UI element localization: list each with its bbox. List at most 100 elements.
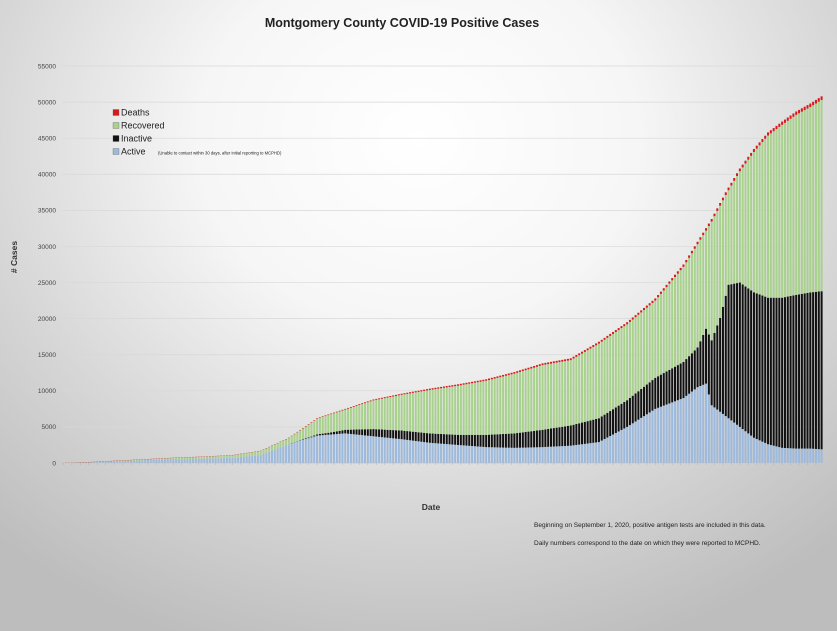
bar-inactive-86: [304, 438, 307, 440]
bar-inactive-258: [789, 295, 792, 449]
bar-recovered-143: [465, 384, 468, 435]
bar-deaths-149: [482, 379, 485, 382]
bar-recovered-185: [583, 351, 586, 422]
bar-active-122: [406, 439, 409, 463]
bar-deaths-106: [361, 403, 364, 405]
bar-active-98: [338, 433, 341, 463]
bar-active-156: [502, 447, 505, 463]
bar-active-46: [192, 458, 195, 463]
bar-recovered-36: [163, 458, 166, 460]
bar-recovered-41: [177, 457, 180, 460]
bar-active-144: [468, 445, 471, 463]
bar-deaths-118: [394, 394, 398, 396]
bar-active-260: [795, 448, 798, 463]
bar-active-66: [248, 456, 251, 463]
bar-deaths-210: [654, 298, 657, 301]
bar-recovered-44: [186, 457, 189, 460]
bar-deaths-183: [578, 353, 581, 356]
bar-deaths-227: [702, 232, 705, 236]
bar-recovered-17: [110, 460, 113, 462]
bar-deaths-230: [710, 219, 713, 222]
bar-recovered-240: [738, 171, 741, 283]
bar-recovered-219: [679, 270, 682, 364]
bar-active-131: [431, 443, 434, 463]
bar-active-171: [544, 446, 547, 463]
bar-deaths-207: [645, 305, 648, 308]
bar-active-261: [798, 448, 801, 463]
bar-inactive-168: [535, 430, 538, 448]
bar-inactive-218: [676, 365, 679, 401]
bar-deaths-244: [750, 152, 753, 156]
y-axis-ticks: 0 5000 10000 15000 20000 25000 30000 35000 40000…: [38, 63, 56, 467]
bar-inactive-212: [659, 374, 662, 407]
bar-recovered-99: [341, 410, 344, 431]
bar-active-80: [287, 444, 290, 463]
bar-active-115: [386, 437, 389, 463]
bar-deaths-220: [682, 264, 685, 267]
bar-inactive-103: [352, 429, 355, 435]
bar-inactive-120: [400, 430, 403, 440]
bar-recovered-78: [282, 440, 285, 447]
bar-active-228: [705, 383, 708, 463]
bar-active-267: [814, 448, 817, 463]
bar-recovered-135: [442, 387, 445, 435]
bar-deaths-172: [547, 362, 550, 365]
bar-active-63: [239, 457, 242, 463]
bar-recovered-73: [268, 447, 271, 452]
bar-inactive-97: [335, 431, 338, 435]
bar-active-23: [127, 460, 130, 463]
bar-recovered-35: [161, 458, 164, 460]
bar-deaths-218: [676, 271, 679, 274]
bar-recovered-66: [248, 452, 251, 457]
bar-inactive-249: [764, 296, 767, 443]
y-tick-label-30000: 30000: [38, 244, 56, 251]
bar-recovered-62: [237, 454, 240, 458]
bar-recovered-198: [620, 328, 623, 404]
bar-inactive-114: [383, 429, 386, 438]
bar-active-84: [299, 440, 302, 463]
bar-active-150: [485, 447, 488, 463]
bar-deaths-145: [471, 381, 474, 384]
bar-inactive-210: [654, 377, 657, 409]
bar-active-200: [626, 426, 629, 463]
bar-recovered-63: [239, 454, 242, 458]
bar-deaths-141: [459, 383, 462, 386]
bar-deaths-122: [406, 392, 409, 394]
bar-recovered-18: [113, 460, 116, 462]
bar-active-68: [254, 455, 257, 463]
bar-deaths-251: [769, 130, 772, 134]
bar-recovered-136: [445, 387, 448, 435]
bar-active-126: [417, 441, 420, 463]
bar-deaths-132: [434, 387, 437, 390]
bar-inactive-246: [755, 293, 758, 440]
bar-active-35: [161, 459, 164, 463]
bar-active-22: [124, 460, 127, 463]
bar-inactive-152: [490, 434, 493, 448]
bar-recovered-250: [767, 135, 770, 298]
bar-active-243: [747, 433, 750, 463]
bar-deaths-157: [504, 374, 507, 376]
bar-active-82: [293, 442, 296, 463]
bar-active-33: [155, 459, 158, 463]
bar-recovered-84: [299, 430, 302, 441]
bar-active-204: [637, 419, 640, 463]
bar-deaths-136: [445, 386, 448, 388]
bar-inactive-262: [800, 293, 803, 449]
bar-deaths-232: [716, 208, 719, 211]
bar-active-104: [355, 434, 358, 463]
bar-inactive-146: [473, 434, 476, 447]
bar-inactive-252: [772, 297, 775, 446]
bar-deaths-124: [411, 391, 414, 393]
bar-recovered-244: [750, 155, 753, 291]
bar-deaths-189: [595, 343, 598, 346]
bar-inactive-194: [609, 411, 612, 436]
bar-active-252: [772, 445, 775, 463]
bar-recovered-92: [321, 416, 324, 434]
footnote-reporting: Daily numbers correspond to the date on …: [534, 540, 761, 547]
bar-active-265: [809, 448, 812, 463]
bar-deaths-257: [786, 117, 789, 121]
legend: Deaths Recovered Inactive (Unable to contac…: [112, 108, 282, 157]
bar-inactive-87: [307, 437, 310, 439]
bar-recovered-155: [499, 377, 502, 435]
bar-active-143: [465, 445, 468, 463]
